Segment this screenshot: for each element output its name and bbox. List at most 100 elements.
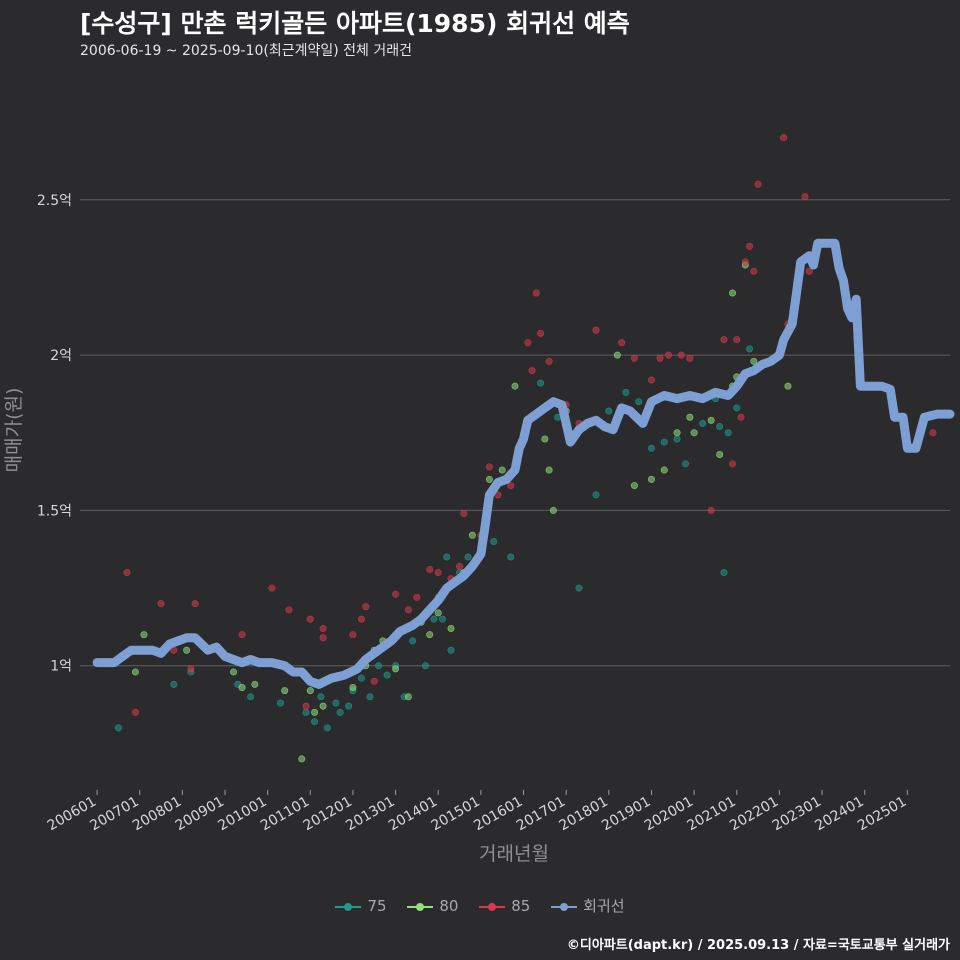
data-point-80 <box>311 708 319 716</box>
data-point-75 <box>592 491 600 499</box>
legend-item-80: 80 <box>407 897 458 915</box>
data-point-85 <box>285 606 293 614</box>
data-point-75 <box>383 671 391 679</box>
data-point-80 <box>545 466 553 474</box>
data-point-80 <box>392 665 400 673</box>
data-point-85 <box>524 339 532 347</box>
legend-item-regression: 회귀선 <box>551 895 625 916</box>
data-point-75 <box>635 398 643 406</box>
data-point-85 <box>707 506 715 514</box>
data-point-85 <box>460 510 468 518</box>
data-point-80 <box>230 668 238 676</box>
data-point-85 <box>528 367 536 375</box>
y-axis-title: 매매가(원) <box>3 388 25 473</box>
y-axis-ticks: 1억 1.5억 2억 2.5억 <box>37 193 72 675</box>
data-point-85 <box>302 702 310 710</box>
data-point-85 <box>456 562 464 570</box>
data-point-80 <box>319 702 327 710</box>
data-point-75 <box>507 553 515 561</box>
data-point-80 <box>281 687 289 695</box>
data-point-80 <box>426 631 434 639</box>
data-point-75 <box>114 724 122 732</box>
data-point-85 <box>537 329 545 337</box>
data-point-75 <box>447 646 455 654</box>
legend-label-regression: 회귀선 <box>583 897 625 915</box>
data-point-85 <box>370 677 378 685</box>
data-point-75 <box>537 379 545 387</box>
data-point-85 <box>319 634 327 642</box>
data-point-80 <box>468 531 476 539</box>
data-point-85 <box>357 615 365 623</box>
data-point-75 <box>660 438 668 446</box>
data-point-75 <box>746 345 754 353</box>
data-point-75 <box>311 718 319 726</box>
data-point-85 <box>618 339 626 347</box>
data-point-80 <box>690 429 698 437</box>
data-point-85 <box>741 258 749 266</box>
data-point-75 <box>682 460 690 468</box>
data-point-75 <box>464 553 472 561</box>
data-point-85 <box>123 569 131 577</box>
data-point-75 <box>724 429 732 437</box>
data-point-80 <box>131 668 139 676</box>
data-point-80 <box>660 466 668 474</box>
data-point-85 <box>157 600 165 608</box>
data-point-75 <box>673 435 681 443</box>
data-point-75 <box>647 444 655 452</box>
y-tick-label: 1.5억 <box>37 503 72 519</box>
data-point-85 <box>630 354 638 362</box>
data-point-85 <box>805 267 813 275</box>
legend-label-75: 75 <box>367 897 387 915</box>
legend-item-75: 75 <box>335 897 387 915</box>
data-point-85 <box>191 600 199 608</box>
regression-line <box>92 238 955 689</box>
data-point-75 <box>720 569 728 577</box>
data-point-75 <box>443 553 451 561</box>
data-point-80 <box>707 416 715 424</box>
x-axis-ticks: 2006012007012008012009012010012011012012… <box>45 790 909 835</box>
data-point-85 <box>507 482 515 490</box>
data-point-85 <box>746 242 754 250</box>
data-point-85 <box>720 336 728 344</box>
data-point-85 <box>545 357 553 365</box>
y-tick-label: 1억 <box>50 659 72 675</box>
data-point-80 <box>750 357 758 365</box>
data-point-75 <box>317 693 325 701</box>
data-point-85 <box>665 351 673 359</box>
data-point-75 <box>375 662 383 670</box>
data-point-80 <box>238 683 246 691</box>
data-point-80 <box>498 466 506 474</box>
data-point-75 <box>357 674 365 682</box>
data-point-80 <box>647 475 655 483</box>
data-point-85 <box>647 376 655 384</box>
data-point-80 <box>630 482 638 490</box>
legend: 75 80 85 회귀선 <box>0 895 960 916</box>
data-point-75 <box>733 404 741 412</box>
data-point-85 <box>801 193 809 201</box>
y-tick-label: 2.5억 <box>37 193 72 209</box>
data-point-85 <box>532 289 540 297</box>
data-point-85 <box>306 615 314 623</box>
regression-path <box>92 238 955 689</box>
data-point-80 <box>140 631 148 639</box>
data-point-80 <box>306 687 314 695</box>
data-point-75 <box>345 702 353 710</box>
data-point-75 <box>302 708 310 716</box>
y-tick-label: 2억 <box>50 348 72 364</box>
data-point-85 <box>737 413 745 421</box>
data-point-85 <box>413 593 421 601</box>
data-point-75 <box>605 407 613 415</box>
data-point-85 <box>656 354 664 362</box>
data-point-80 <box>298 755 306 763</box>
data-point-75 <box>366 693 374 701</box>
x-tick-label: 202501 <box>855 794 909 835</box>
data-point-80 <box>716 451 724 459</box>
data-point-85 <box>238 631 246 639</box>
data-point-85 <box>750 267 758 275</box>
data-point-85 <box>728 460 736 468</box>
data-point-85 <box>592 326 600 334</box>
data-point-80 <box>728 289 736 297</box>
chart-title: [수성구] 만촌 럭키골든 아파트(1985) 회귀선 예측 <box>80 9 630 38</box>
data-point-85 <box>686 354 694 362</box>
data-point-85 <box>187 665 195 673</box>
